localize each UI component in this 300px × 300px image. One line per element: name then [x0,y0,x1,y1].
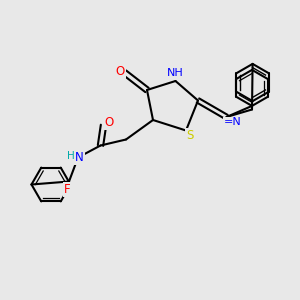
Text: H: H [67,151,74,161]
Text: O: O [104,116,113,129]
Text: N: N [75,151,84,164]
Text: F: F [64,183,71,196]
Text: =N: =N [224,117,242,128]
Text: O: O [116,64,124,78]
Text: NH: NH [167,68,184,79]
Text: S: S [186,129,193,142]
